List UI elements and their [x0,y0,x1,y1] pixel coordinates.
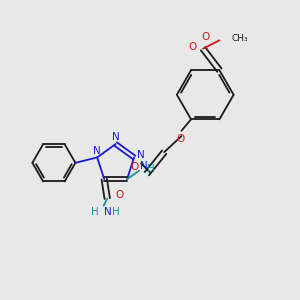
Text: N: N [93,146,101,156]
Text: O: O [188,42,197,52]
Text: O: O [130,162,138,172]
Text: O: O [116,190,124,200]
Text: O: O [201,32,209,42]
Text: N: N [112,133,119,142]
Text: H: H [112,207,120,217]
Text: N: N [137,150,145,160]
Text: CH₃: CH₃ [232,34,249,43]
Text: N: N [140,161,148,171]
Text: N: N [104,207,112,217]
Text: H: H [92,207,99,217]
Text: O: O [177,134,185,144]
Text: H: H [147,164,155,174]
